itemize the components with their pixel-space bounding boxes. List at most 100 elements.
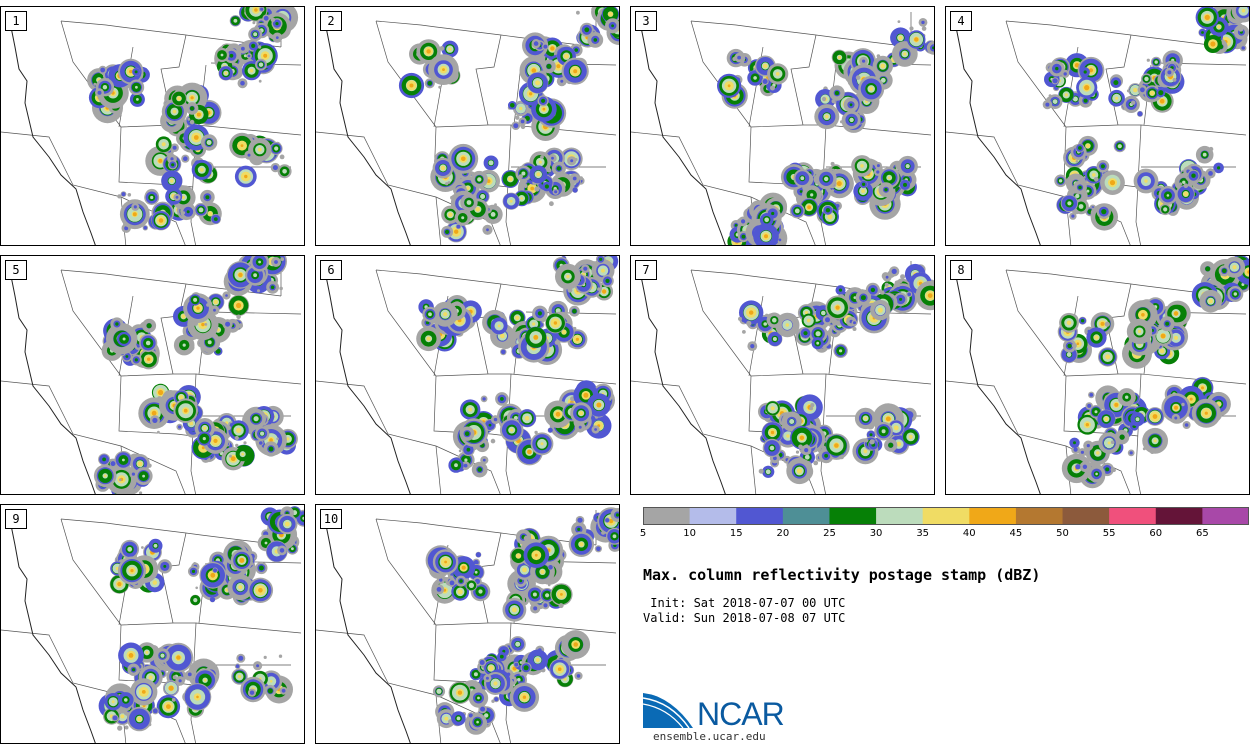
- reflectivity-cell: [466, 200, 472, 205]
- map-2: [316, 7, 619, 245]
- reflectivity-cell: [1201, 386, 1204, 390]
- reflectivity-cell: [1052, 99, 1058, 104]
- reflectivity-cell: [1080, 450, 1084, 454]
- reflectivity-cell: [451, 194, 457, 200]
- reflectivity-cell: [853, 296, 857, 299]
- reflectivity-cell: [1100, 321, 1105, 326]
- reflectivity-cell: [887, 176, 891, 179]
- basemap: [631, 12, 932, 245]
- reflectivity-cell: [1089, 393, 1094, 397]
- reflectivity-cell: [836, 181, 842, 187]
- coastline: [638, 265, 726, 494]
- reflectivity-cell: [597, 287, 601, 291]
- reflectivity-cell: [238, 323, 243, 329]
- reflectivity-cell: [1208, 299, 1213, 304]
- state-border: [946, 380, 1131, 494]
- reflectivity-cell: [540, 155, 544, 159]
- reflectivity-cell: [534, 430, 538, 435]
- reflectivity-cell: [1086, 189, 1090, 193]
- reflectivity-cell: [1066, 352, 1072, 357]
- reflectivity-cell: [243, 54, 247, 58]
- reflectivity-cell: [243, 441, 247, 445]
- reflectivity-cell: [1172, 78, 1177, 82]
- reflectivity-cell: [762, 79, 768, 84]
- reflectivity-cell: [438, 85, 442, 89]
- reflectivity-cell: [1163, 207, 1168, 212]
- reflectivity-cell: [1133, 87, 1138, 93]
- reflectivity-cell: [1058, 179, 1063, 183]
- reflectivity-cell: [135, 85, 138, 89]
- reflectivity-cell: [537, 311, 542, 316]
- reflectivity-cell: [158, 389, 164, 396]
- reflectivity-cell: [806, 318, 811, 323]
- reflectivity-cell: [274, 260, 278, 264]
- reflectivity-cell: [521, 171, 526, 176]
- reflectivity-cell: [825, 208, 831, 213]
- reflectivity-cell: [193, 135, 199, 140]
- reflectivity-cell: [554, 340, 560, 345]
- map-1: [1, 7, 302, 245]
- reflectivity-cell: [1137, 329, 1142, 334]
- state-border: [160, 283, 187, 375]
- reflectivity-cell: [592, 261, 596, 264]
- member-panel-8: 8: [945, 255, 1250, 495]
- reflectivity-cell: [238, 272, 243, 278]
- reflectivity-cell: [763, 322, 767, 326]
- reflectivity-cell: [515, 115, 520, 120]
- panel-label: 2: [320, 11, 342, 31]
- reflectivity-cell: [150, 195, 154, 200]
- state-border: [820, 373, 827, 494]
- reflectivity-cell: [189, 421, 194, 426]
- reflectivity-cell: [543, 44, 548, 49]
- reflectivity-cell: [594, 428, 597, 431]
- reflectivity-cell: [1066, 320, 1072, 326]
- reflectivity-cell: [122, 337, 126, 341]
- reflectivity-cell: [153, 543, 158, 548]
- reflectivity-cell: [171, 163, 175, 167]
- reflectivity-cell: [280, 257, 285, 261]
- member-panel-5: 5: [0, 255, 305, 495]
- coastline: [953, 265, 1041, 494]
- reflectivity-cell: [1095, 472, 1098, 476]
- reflectivity-cell: [907, 292, 911, 297]
- reflectivity-cell: [130, 569, 134, 573]
- reflectivity-cell: [804, 311, 809, 315]
- state-border: [375, 269, 617, 385]
- reflectivity-cell: [770, 85, 775, 91]
- reflectivity-cell: [1210, 41, 1216, 47]
- reflectivity-cell: [1104, 416, 1109, 422]
- reflectivity-cell: [1113, 80, 1119, 86]
- reflectivity-cell: [279, 286, 283, 291]
- state-border: [60, 518, 282, 546]
- reflectivity-cell: [117, 582, 122, 587]
- reflectivity-cell: [849, 117, 854, 123]
- reflectivity-cell: [426, 49, 431, 54]
- reflectivity-cell: [831, 189, 835, 193]
- reflectivity-cell: [486, 228, 489, 232]
- reflectivity-cell: [1083, 70, 1087, 74]
- reflectivity-cell: [573, 326, 577, 331]
- reflectivity-cell: [556, 64, 561, 69]
- reflectivity-cell: [1085, 143, 1091, 149]
- reflectivity-cell: [178, 425, 182, 429]
- reflectivity-cell: [1084, 85, 1090, 91]
- reflectivity-cell: [741, 234, 746, 239]
- reflectivity-cell: [456, 224, 461, 229]
- state-border: [513, 64, 522, 126]
- reflectivity-cell: [458, 449, 462, 453]
- reflectivity-cell: [1112, 468, 1116, 472]
- reflectivity-cell: [737, 55, 741, 60]
- reflectivity-cell: [896, 282, 901, 287]
- reflectivity-cell: [1083, 98, 1088, 103]
- reflectivity-cell: [863, 111, 867, 114]
- coastline: [8, 16, 96, 245]
- reflectivity-cell: [253, 416, 259, 422]
- reflectivity-cell: [864, 417, 867, 420]
- reflectivity-cell: [1096, 451, 1100, 455]
- reflectivity-cell: [206, 303, 210, 307]
- reflectivity-cell: [1109, 180, 1116, 186]
- reflectivity-cell: [1082, 464, 1088, 469]
- reflectivity-cell: [1247, 270, 1249, 274]
- reflectivity-cell: [861, 189, 865, 194]
- coastline: [8, 265, 96, 494]
